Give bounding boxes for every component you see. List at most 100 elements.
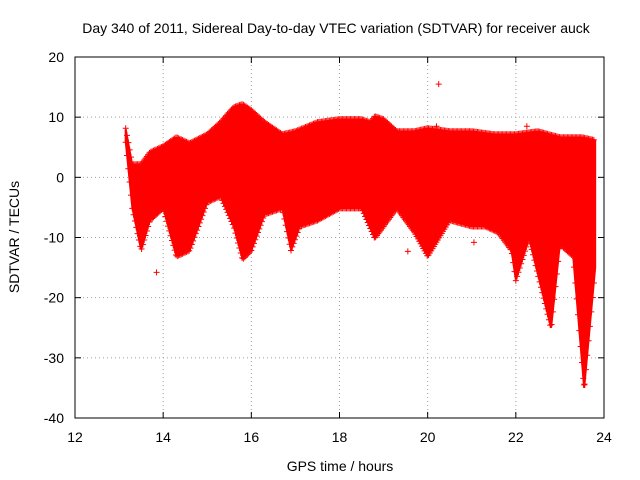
- data-point: [186, 247, 193, 254]
- data-point: [176, 251, 183, 258]
- data-point: [310, 120, 317, 127]
- data-point: [195, 135, 202, 142]
- data-point: [278, 205, 285, 212]
- data-point: [194, 136, 201, 143]
- outlier-point: [433, 123, 440, 130]
- data-point: [183, 138, 190, 145]
- data-point: [174, 253, 181, 260]
- data-point: [536, 278, 543, 285]
- data-point: [360, 210, 367, 217]
- data-point: [133, 224, 140, 231]
- data-point: [321, 213, 328, 220]
- data-point: [135, 237, 142, 244]
- data-point: [183, 248, 190, 255]
- data-point: [202, 205, 209, 212]
- data-point: [184, 248, 191, 255]
- data-point: [290, 240, 297, 247]
- data-point: [129, 205, 136, 212]
- data-point: [155, 145, 162, 152]
- data-point: [323, 212, 330, 219]
- data-point: [319, 214, 326, 221]
- data-point: [159, 205, 166, 212]
- data-point: [301, 124, 308, 131]
- data-point: [489, 226, 496, 233]
- data-point: [537, 284, 544, 291]
- data-point: [585, 337, 592, 344]
- data-point: [370, 231, 377, 238]
- data-point: [229, 221, 236, 228]
- data-point: [176, 135, 183, 142]
- data-point: [540, 295, 547, 302]
- data-point: [519, 256, 526, 263]
- data-point: [366, 222, 373, 229]
- data-point: [168, 237, 175, 244]
- data-point: [490, 227, 497, 234]
- data-point: [277, 130, 284, 137]
- data-point: [311, 120, 318, 127]
- data-point: [325, 211, 332, 218]
- data-point: [245, 250, 252, 257]
- data-point: [216, 119, 223, 126]
- data-point: [126, 178, 133, 185]
- data-point: [494, 229, 501, 236]
- data-point: [491, 227, 498, 234]
- data-point: [368, 228, 375, 235]
- data-point: [166, 227, 173, 234]
- data-point: [190, 138, 197, 145]
- data-point: [485, 224, 492, 231]
- data-point: [216, 193, 223, 200]
- outlier-point: [435, 81, 442, 88]
- data-point: [574, 311, 581, 318]
- data-point: [313, 119, 320, 126]
- data-point: [257, 222, 264, 229]
- data-point: [307, 121, 314, 128]
- data-point: [299, 125, 306, 132]
- data-point: [219, 197, 226, 204]
- x-axis-label: GPS time / hours: [287, 458, 394, 474]
- data-point: [252, 236, 259, 243]
- y-tick-label: 0: [56, 169, 64, 185]
- data-point: [182, 249, 189, 256]
- data-point: [526, 235, 533, 242]
- data-point: [192, 230, 199, 237]
- x-tick-label: 14: [155, 429, 171, 445]
- data-point: [223, 206, 230, 213]
- data-point: [231, 225, 238, 232]
- data-point: [507, 246, 514, 253]
- data-point: [147, 148, 154, 155]
- y-tick-label: -20: [44, 290, 64, 306]
- data-point: [568, 251, 575, 258]
- data-point: [209, 196, 216, 203]
- data-point: [322, 213, 329, 220]
- data-point: [578, 359, 585, 366]
- data-point: [571, 264, 578, 271]
- y-tick-label: 20: [48, 49, 64, 65]
- data-point: [142, 232, 149, 239]
- data-point: [143, 227, 150, 234]
- data-point: [531, 257, 538, 264]
- data-point: [237, 249, 244, 256]
- data-point: [306, 122, 313, 129]
- data-point: [191, 137, 198, 144]
- data-point: [170, 242, 177, 249]
- data-point: [302, 124, 309, 131]
- x-tick-label: 12: [67, 429, 83, 445]
- data-point: [227, 215, 234, 222]
- data-point: [576, 327, 583, 334]
- data-point: [125, 165, 132, 172]
- data-point: [520, 252, 527, 259]
- data-point: [332, 207, 339, 214]
- data-point: [236, 244, 243, 251]
- data-point: [256, 225, 263, 232]
- data-point: [125, 139, 132, 146]
- axis-ticks: 12 14 16 18 20 22 24 -40 -30 -20 -10 0 10 20: [44, 49, 612, 445]
- data-point: [331, 208, 338, 215]
- data-point: [221, 203, 228, 210]
- data-point: [199, 133, 206, 140]
- data-point: [215, 121, 222, 128]
- data-point: [145, 223, 152, 230]
- data-point: [171, 247, 178, 254]
- data-point: [297, 126, 304, 133]
- data-point: [187, 139, 194, 146]
- data-point: [289, 243, 296, 250]
